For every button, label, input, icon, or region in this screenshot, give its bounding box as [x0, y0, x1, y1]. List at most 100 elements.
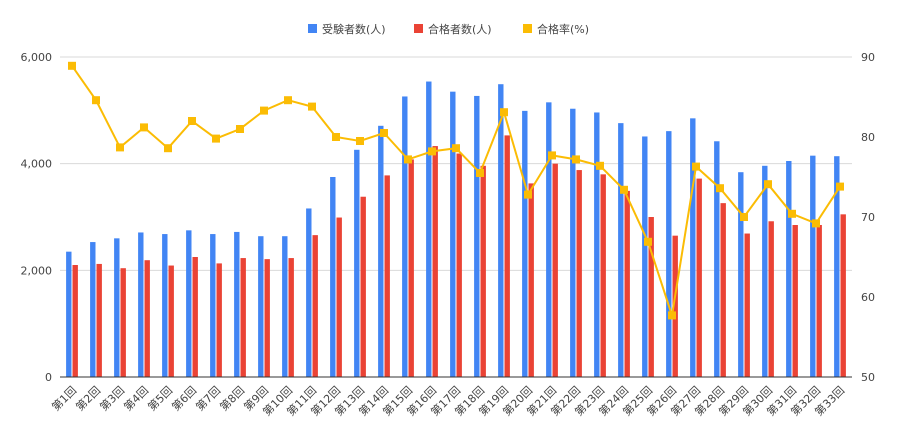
x-tick-label: 第1回: [49, 383, 79, 413]
bar-examinees: [594, 112, 600, 377]
bar-examinees: [258, 236, 264, 377]
bar-passers: [696, 178, 702, 377]
pass-rate-point: [500, 108, 508, 117]
left-tick-label: 4,000: [21, 158, 53, 171]
left-axis: 0 2,000 4,000 6,000: [21, 51, 53, 384]
bar-passers: [720, 203, 726, 377]
bar-passers: [240, 258, 246, 377]
x-tick-label: 第4回: [121, 383, 151, 413]
legend-swatch-passers: [414, 24, 423, 33]
right-tick-label: 90: [861, 51, 875, 64]
pass-rate-point: [428, 147, 436, 156]
bar-passers: [624, 190, 630, 377]
bar-passers: [264, 259, 270, 377]
legend: 受験者数(人) 合格者数(人) 合格率(%): [308, 22, 589, 36]
bar-passers: [816, 225, 822, 377]
legend-label-pass-rate: 合格率(%): [537, 22, 589, 36]
left-tick-label: 2,000: [21, 264, 53, 277]
pass-rate-point: [572, 155, 580, 164]
bar-passers: [192, 257, 198, 377]
pass-rate-point: [788, 209, 796, 218]
bar-examinees: [354, 149, 360, 377]
bar-passers: [408, 159, 414, 377]
legend-label-passers: 合格者数(人): [428, 22, 492, 36]
bar-examinees: [786, 161, 792, 377]
legend-label-examinees: 受験者数(人): [322, 22, 386, 36]
pass-rate-point: [812, 219, 820, 228]
bar-examinees: [690, 118, 696, 377]
bar-examinees: [546, 102, 552, 377]
x-tick-label: 第6回: [169, 383, 199, 413]
bar-examinees: [570, 108, 576, 377]
legend-swatch-pass-rate: [523, 24, 532, 33]
line-series: [68, 61, 844, 320]
bar-examinees: [450, 91, 456, 378]
gridlines: [60, 56, 852, 271]
bar-passers: [288, 258, 294, 377]
pass-rate-point: [692, 162, 700, 171]
right-tick-label: 80: [861, 131, 875, 144]
bar-examinees: [522, 110, 528, 377]
pass-rate-point: [524, 190, 532, 199]
pass-rate-point: [764, 180, 772, 189]
bar-passers: [360, 196, 366, 377]
bar-passers: [504, 135, 510, 377]
pass-rate-point: [308, 102, 316, 111]
pass-rate-point: [356, 137, 364, 145]
bar-passers: [672, 235, 678, 377]
left-tick-label: 0: [45, 371, 52, 384]
pass-rate-point: [452, 144, 460, 153]
bar-passers: [384, 175, 390, 377]
bar-passers: [576, 170, 582, 377]
pass-rate-point: [332, 133, 340, 141]
bar-examinees: [378, 125, 384, 377]
bar-passers: [456, 153, 462, 377]
pass-rate-point: [644, 237, 652, 246]
bar-examinees: [618, 123, 624, 377]
pass-rate-point: [92, 96, 100, 105]
right-axis: 50 60 70 80 90: [861, 51, 875, 384]
pass-rate-point: [380, 129, 388, 137]
pass-rate-point: [716, 184, 724, 193]
bar-passers: [120, 268, 126, 377]
right-tick-label: 60: [861, 291, 875, 304]
bar-examinees: [330, 177, 336, 377]
bar-passers: [144, 260, 150, 377]
bar-passers: [528, 183, 534, 377]
bar-passers: [648, 217, 654, 377]
bar-passers: [552, 163, 558, 377]
bar-passers: [72, 265, 78, 377]
x-tick-label: 第7回: [193, 383, 223, 413]
right-tick-label: 70: [861, 211, 875, 224]
bar-examinees: [762, 165, 768, 377]
bar-examinees: [498, 84, 504, 377]
bar-passers: [216, 263, 222, 377]
bar-passers: [312, 235, 318, 377]
pass-rate-point: [668, 311, 676, 320]
right-tick-label: 50: [861, 371, 875, 384]
bar-examinees: [666, 131, 672, 377]
bar-passers: [792, 225, 798, 377]
bar-examinees: [714, 141, 720, 377]
x-tick-label: 第5回: [145, 383, 175, 413]
bar-examinees: [474, 95, 480, 377]
x-axis: 第1回第2回第3回第4回第5回第6回第7回第8回第9回第10回第11回第12回第…: [49, 383, 847, 418]
bar-examinees: [426, 81, 432, 378]
bar-examinees: [186, 230, 192, 377]
bar-examinees: [306, 208, 312, 377]
pass-rate-point: [620, 185, 628, 194]
pass-rate-point: [836, 182, 844, 191]
bar-passers: [480, 165, 486, 377]
bar-examinees: [738, 172, 744, 377]
pass-rate-point: [260, 106, 268, 115]
pass-rate-point: [236, 125, 244, 133]
bar-examinees: [402, 96, 408, 377]
bar-passers: [840, 214, 846, 377]
bar-passers: [96, 263, 102, 377]
bar-passers: [336, 217, 342, 377]
x-tick-label: 第8回: [217, 383, 247, 413]
bar-series: [66, 81, 846, 378]
bar-passers: [432, 146, 438, 377]
